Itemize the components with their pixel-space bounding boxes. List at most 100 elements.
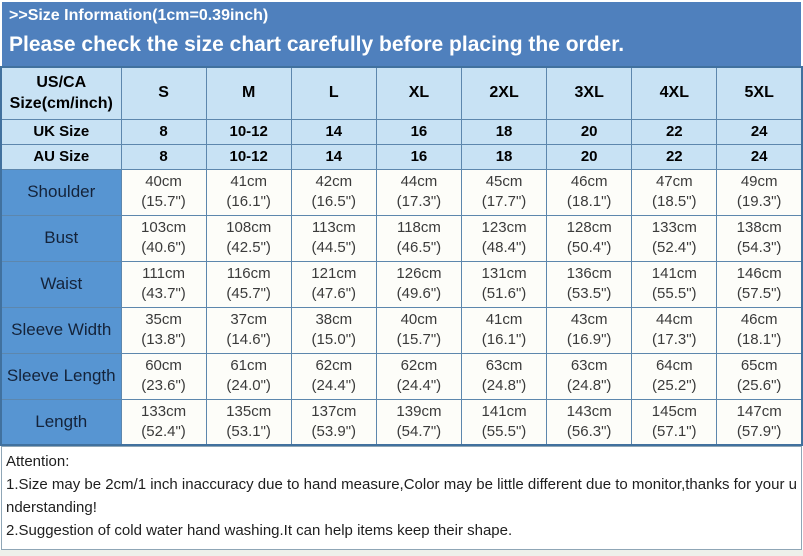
banner-warning-text: Please check the size chart carefully be… <box>9 33 625 56</box>
value-inch: (16.1") <box>226 193 271 210</box>
value-inch: (16.1") <box>481 331 527 348</box>
sleeve-width-cell: 46cm (18.1") <box>716 306 803 354</box>
value-cm: 43cm <box>570 311 608 328</box>
waist-cell: 141cm (55.5") <box>631 260 718 308</box>
value-inch: (24.4") <box>396 377 442 394</box>
sleeve-width-cell: 38cm (15.0") <box>290 306 377 354</box>
value-cm: 35cm <box>145 311 182 328</box>
value-inch: (57.5") <box>736 285 782 302</box>
length-cell: 133cm (52.4") <box>120 398 207 446</box>
bust-cell: 138cm (54.3") <box>716 214 803 262</box>
value-cm: 41cm <box>485 311 523 328</box>
value-cm: 37cm <box>230 311 268 328</box>
length-cell: 135cm (53.1") <box>205 398 292 446</box>
header-row: US/CA Size(cm/inch) S M L XL 2XL 3XL 4XL… <box>0 66 803 120</box>
value-cm: 128cm <box>566 219 612 236</box>
value-cm: 45cm <box>485 173 523 190</box>
waist-cell: 126cm (49.6") <box>375 260 463 308</box>
sleeve-width-cell: 37cm (14.6") <box>205 306 292 354</box>
bust-cell: 118cm (46.5") <box>375 214 463 262</box>
sleeve-length-cell: 61cm (24.0") <box>205 352 292 400</box>
attention-notes: Attention: 1.Size may be 2cm/1 inch inac… <box>1 446 802 550</box>
uk-size-cell: 10-12 <box>205 118 292 145</box>
value-inch: (18.1") <box>736 331 782 348</box>
banner: >>Size Information(1cm=0.39inch) Please … <box>0 0 803 66</box>
value-inch: (44.5") <box>311 239 357 256</box>
value-inch: (24.4") <box>311 377 357 394</box>
waist-cell: 121cm (47.6") <box>290 260 377 308</box>
value-inch: (49.6") <box>396 285 442 302</box>
sleeve-length-row: Sleeve Length 60cm (23.6") 61cm (24.0") 62… <box>0 352 803 400</box>
uk-size-cell: 20 <box>546 118 633 145</box>
row-label-sleeve-length: Sleeve Length <box>0 352 122 400</box>
value-cm: 38cm <box>315 311 353 328</box>
value-cm: 42cm <box>315 173 353 190</box>
value-inch: (52.4") <box>141 422 186 440</box>
sleeve-width-cell: 40cm (15.7") <box>375 306 463 354</box>
value-cm: 40cm <box>145 173 182 190</box>
row-label-bust: Bust <box>0 214 122 262</box>
waist-cell: 111cm (43.7") <box>120 260 207 308</box>
au-size-cell: 20 <box>546 143 633 170</box>
value-inch: (24.0") <box>226 377 271 394</box>
value-inch: (24.8") <box>566 377 612 394</box>
value-cm: 44cm <box>400 173 438 190</box>
value-inch: (16.9") <box>566 331 612 348</box>
shoulder-cell: 41cm (16.1") <box>205 168 292 216</box>
waist-cell: 136cm (53.5") <box>546 260 633 308</box>
header-cell-size-m: M <box>205 66 292 120</box>
row-label-sleeve-width: Sleeve Width <box>0 306 122 354</box>
waist-cell: 131cm (51.6") <box>460 260 548 308</box>
bust-cell: 103cm (40.6") <box>120 214 207 262</box>
value-cm: 139cm <box>396 402 442 420</box>
shoulder-cell: 44cm (17.3") <box>375 168 463 216</box>
length-cell: 139cm (54.7") <box>375 398 463 446</box>
sleeve-width-row: Sleeve Width 35cm (13.8") 37cm (14.6") 38c… <box>0 306 803 354</box>
header-cell-size-s: S <box>120 66 207 120</box>
value-cm: 62cm <box>315 357 353 374</box>
shoulder-cell: 40cm (15.7") <box>120 168 207 216</box>
value-cm: 145cm <box>651 402 697 420</box>
uk-size-cell: 8 <box>120 118 207 145</box>
value-cm: 118cm <box>396 219 441 236</box>
value-cm: 41cm <box>230 173 268 190</box>
value-cm: 123cm <box>481 219 527 236</box>
value-cm: 60cm <box>145 357 182 374</box>
value-cm: 111cm <box>142 265 185 282</box>
sleeve-width-cell: 44cm (17.3") <box>631 306 718 354</box>
value-inch: (16.5") <box>311 193 357 210</box>
value-inch: (54.3") <box>736 239 782 256</box>
size-table: US/CA Size(cm/inch) S M L XL 2XL 3XL 4XL… <box>0 66 803 446</box>
value-cm: 146cm <box>736 265 782 282</box>
value-cm: 63cm <box>485 357 523 374</box>
value-inch: (45.7") <box>226 285 271 302</box>
uk-size-cell: 16 <box>375 118 463 145</box>
value-cm: 62cm <box>400 357 438 374</box>
value-inch: (23.6") <box>141 377 186 394</box>
value-cm: 143cm <box>566 402 612 420</box>
sleeve-width-cell: 41cm (16.1") <box>460 306 548 354</box>
row-label-uk-size: UK Size <box>0 118 122 145</box>
au-size-cell: 8 <box>120 143 207 170</box>
uk-size-cell: 24 <box>716 118 803 145</box>
sleeve-length-cell: 62cm (24.4") <box>375 352 463 400</box>
shoulder-cell: 46cm (18.1") <box>546 168 633 216</box>
header-cell-us-ca: US/CA Size(cm/inch) <box>0 66 122 120</box>
uk-size-row: UK Size 8 10-12 14 16 18 20 22 24 <box>0 118 803 145</box>
length-row: Length 133cm (52.4") 135cm (53.1") 137cm (5… <box>0 398 803 446</box>
value-inch: (46.5") <box>396 239 442 256</box>
header-cell-size-3xl: 3XL <box>546 66 633 120</box>
value-cm: 113cm <box>311 219 356 236</box>
value-inch: (53.5") <box>566 285 612 302</box>
shoulder-cell: 42cm (16.5") <box>290 168 377 216</box>
value-inch: (18.1") <box>566 193 612 210</box>
length-cell: 147cm (57.9") <box>716 398 803 446</box>
bust-cell: 133cm (52.4") <box>631 214 718 262</box>
value-inch: (48.4") <box>481 239 527 256</box>
value-inch: (17.7") <box>481 193 527 210</box>
header-cell-size-l: L <box>290 66 377 120</box>
au-size-row: AU Size 8 10-12 14 16 18 20 22 24 <box>0 143 803 170</box>
attention-note-2: 2.Suggestion of cold water hand washing.… <box>6 522 513 539</box>
value-inch: (42.5") <box>226 239 271 256</box>
